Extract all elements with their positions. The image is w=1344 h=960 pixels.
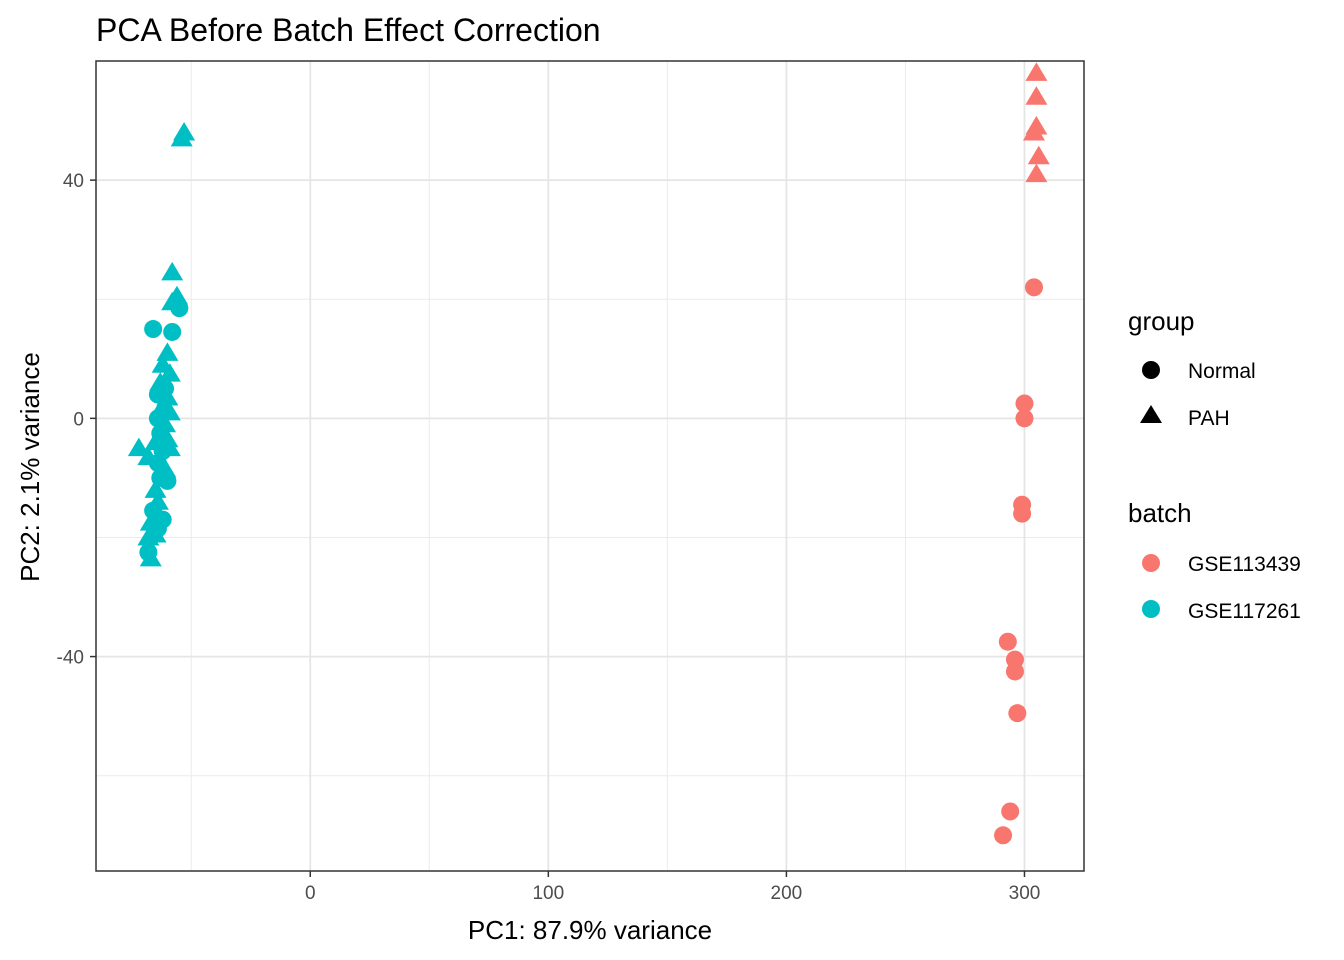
pah-triangle-point — [144, 479, 167, 498]
pah-triangle-point — [1025, 163, 1048, 183]
axis-ticks: 0 100 200 300 -40 0 40 — [57, 171, 1041, 904]
legend-gse117261-label: GSE117261 — [1188, 600, 1301, 623]
legend-normal-label: Normal — [1188, 360, 1256, 383]
x-tick-label: 300 — [1009, 883, 1041, 904]
normal-circle-point — [1005, 662, 1024, 681]
legend-gse113439-dot-icon — [1142, 554, 1160, 572]
pah-triangle-point — [1027, 145, 1050, 165]
y-tick-label: 40 — [63, 171, 84, 192]
legend-gse113439-label: GSE113439 — [1188, 553, 1301, 576]
x-tick-label: 100 — [532, 883, 564, 904]
normal-circle-point — [998, 632, 1017, 651]
pah-triangle-point — [170, 127, 193, 147]
pah-triangle-point — [161, 261, 184, 281]
normal-circle-point — [1025, 278, 1044, 297]
pah-triangle-point — [137, 526, 160, 546]
pah-triangle-point — [1025, 86, 1048, 105]
y-tick-label: 0 — [73, 409, 84, 430]
legend-pah-triangle-icon — [1140, 405, 1162, 423]
legend-group-title: group — [1128, 306, 1195, 336]
normal-circle-point — [1013, 504, 1032, 523]
chart-title: PCA Before Batch Effect Correction — [96, 12, 601, 48]
y-axis-title: PC2: 2.1% variance — [15, 352, 45, 582]
normal-circle-point — [170, 299, 189, 318]
grid-lines — [96, 60, 1084, 871]
normal-circle-point — [1001, 802, 1020, 821]
pah-triangle-point — [139, 547, 162, 567]
y-tick-label: -40 — [57, 648, 84, 669]
normal-circle-point — [158, 471, 177, 490]
normal-circle-point — [1015, 394, 1034, 413]
legend-batch-title: batch — [1128, 498, 1192, 528]
legend-gse117261-dot-icon — [1142, 600, 1160, 618]
x-tick-label: 200 — [771, 883, 803, 904]
pah-triangle-point — [158, 437, 181, 457]
normal-circle-point — [1008, 704, 1027, 723]
legend-normal-circle-icon — [1142, 361, 1160, 379]
normal-circle-point — [163, 322, 182, 341]
pah-triangle-point — [1025, 62, 1048, 81]
normal-circle-point — [1015, 409, 1034, 428]
legend-pah-label: PAH — [1188, 407, 1230, 430]
x-tick-label: 0 — [305, 883, 316, 904]
legend: group Normal PAH batch GSE113439 GSE1172… — [1128, 306, 1301, 623]
pah-triangle-point — [127, 437, 150, 457]
data-points — [127, 62, 1050, 845]
pah-triangle-point — [1023, 121, 1046, 141]
normal-circle-point — [144, 320, 163, 339]
pah-triangle-point — [158, 363, 181, 382]
plot-panel — [95, 60, 1085, 872]
x-axis-title: PC1: 87.9% variance — [468, 915, 712, 945]
panel-border — [95, 60, 1085, 872]
normal-circle-point — [994, 826, 1013, 845]
